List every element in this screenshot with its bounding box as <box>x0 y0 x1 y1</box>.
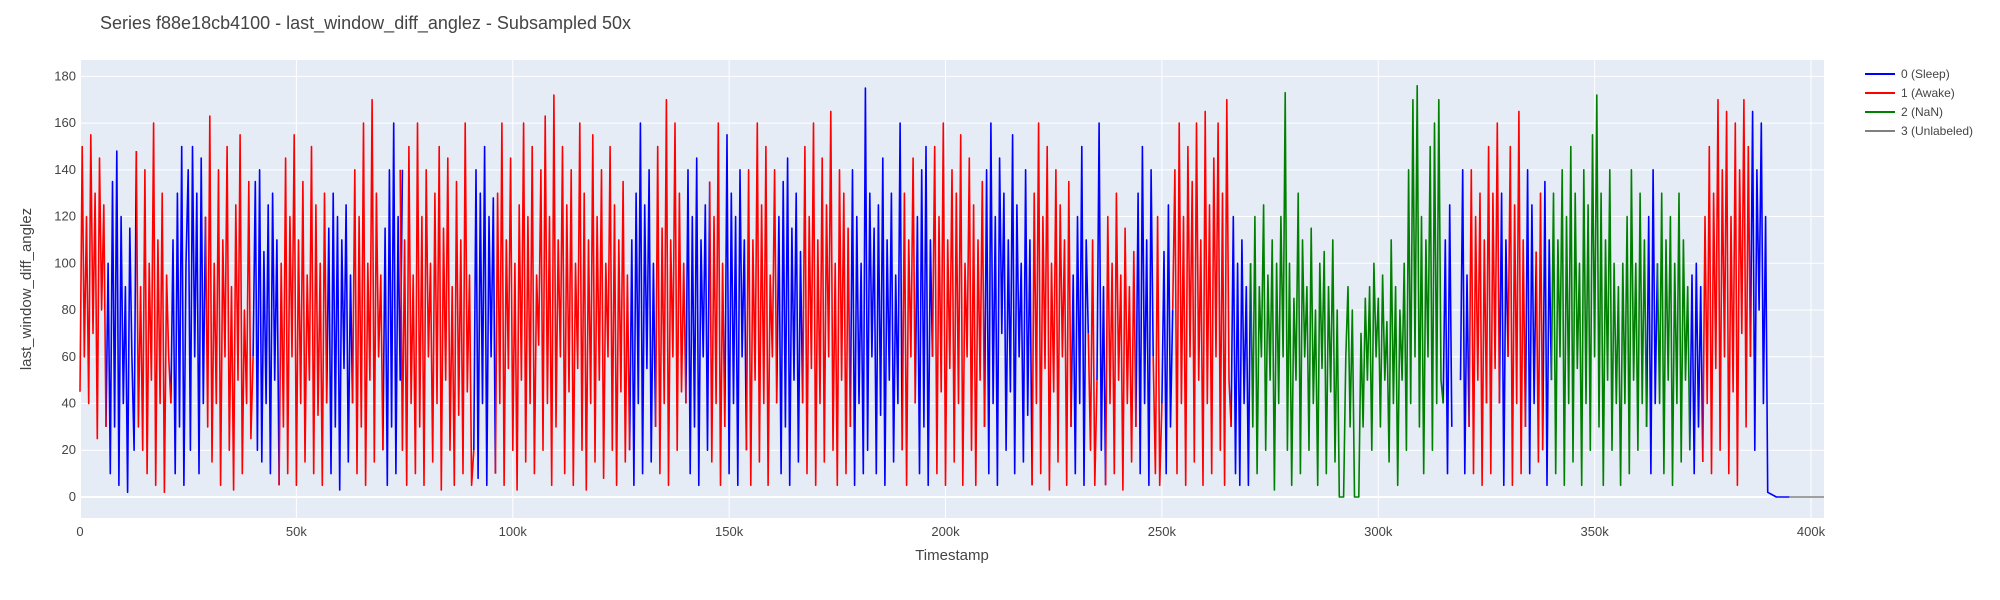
y-tick-label: 100 <box>54 255 76 270</box>
series-line-segment <box>1498 192 1509 487</box>
series-line-segment <box>79 134 107 440</box>
y-tick-label: 160 <box>54 115 76 130</box>
series-line-segment <box>1656 192 1691 487</box>
series-line-segment <box>1689 262 1704 475</box>
series-line-segment <box>1442 204 1453 475</box>
series-line-segment <box>901 157 916 487</box>
series-line-segment <box>382 122 404 487</box>
series-line-segment <box>685 157 711 487</box>
x-tick-label: 100k <box>499 524 528 539</box>
series-0 <box>105 87 1790 498</box>
series-line-segment <box>1459 169 1470 475</box>
series-line-segment <box>1135 145 1154 487</box>
series-line-segment <box>135 122 172 494</box>
legend-item[interactable]: 0 (Sleep) <box>1865 67 1950 81</box>
y-tick-label: 80 <box>62 302 76 317</box>
y-tick-label: 0 <box>69 489 76 504</box>
x-tick-label: 250k <box>1148 524 1177 539</box>
series-line-segment <box>325 192 354 491</box>
x-axis-title: Timestamp <box>915 547 989 564</box>
series-line-segment <box>724 134 748 487</box>
series-line-segment <box>1230 215 1252 487</box>
series-line-segment <box>1152 215 1163 487</box>
x-tick-label: 200k <box>931 524 960 539</box>
series-line-segment <box>473 145 497 487</box>
x-tick-label: 350k <box>1581 524 1610 539</box>
series-line-segment <box>351 98 384 487</box>
series-line-segment <box>914 145 934 487</box>
legend-label: 1 (Awake) <box>1901 86 1955 100</box>
legend-label: 0 (Sleep) <box>1901 67 1950 81</box>
series-line-segment <box>1468 169 1488 487</box>
legend-label: 3 (Unlabeled) <box>1901 124 1973 138</box>
y-tick-label: 60 <box>62 349 76 364</box>
series-line-segment <box>252 169 280 486</box>
series-line-segment <box>1550 94 1648 487</box>
series-line-segment <box>1507 110 1527 487</box>
legend-label: 2 (NaN) <box>1901 105 1943 119</box>
x-tick-label: 50k <box>286 524 307 539</box>
chart-title: Series f88e18cb4100 - last_window_diff_a… <box>100 13 631 34</box>
series-line-segment <box>494 94 631 491</box>
series-line-segment <box>1161 204 1174 475</box>
y-tick-label: 120 <box>54 209 76 224</box>
series-line-segment <box>654 98 687 487</box>
y-tick-label: 20 <box>62 442 76 457</box>
series-line-segment <box>170 145 207 487</box>
series-line-segment <box>849 87 903 487</box>
series-line-segment <box>775 157 804 487</box>
series-line-segment <box>1104 192 1137 491</box>
y-axis-title: last_window_diff_anglez <box>18 208 35 370</box>
series-line-segment <box>1485 122 1501 475</box>
series-line-segment <box>1749 110 1790 498</box>
y-tick-label: 40 <box>62 396 76 411</box>
series-2 <box>1249 84 1691 498</box>
series-line-segment <box>399 122 475 491</box>
series-line-segment <box>931 122 986 487</box>
series-line-segment <box>1171 98 1232 487</box>
series-line-segment <box>1535 192 1544 463</box>
series-line-segment <box>1524 169 1537 475</box>
series-line-segment <box>1702 98 1752 487</box>
series-line-segment <box>278 134 328 487</box>
x-axis-ticks: 0 50k 100k 150k 200k 250k 300k 350k 400k <box>76 524 1825 539</box>
series-line-segment <box>204 115 254 491</box>
series-line-segment <box>983 122 1033 487</box>
series-1 <box>79 94 1752 494</box>
gridlines <box>79 60 1824 518</box>
x-tick-label: 300k <box>1364 524 1393 539</box>
series-line-segment <box>628 122 657 487</box>
series-line-segment <box>1070 145 1090 487</box>
series-line-segment <box>1087 239 1098 487</box>
x-tick-label: 400k <box>1797 524 1826 539</box>
series-line-segment <box>1096 122 1107 486</box>
series-lines <box>79 84 1824 498</box>
legend-item[interactable]: 2 (NaN) <box>1865 105 1943 119</box>
y-tick-label: 180 <box>54 68 76 83</box>
series-line-segment <box>745 122 778 487</box>
series-line-segment <box>1031 122 1072 491</box>
series-line-segment <box>105 150 138 494</box>
y-tick-label: 140 <box>54 162 76 177</box>
series-line-segment <box>801 110 852 487</box>
x-tick-label: 150k <box>715 524 744 539</box>
legend: 0 (Sleep) 1 (Awake) 2 (NaN) 3 (Unlabeled) <box>1865 67 1973 138</box>
series-line-segment <box>1249 84 1444 498</box>
series-line-segment <box>708 122 726 487</box>
series-line-segment <box>1645 169 1659 475</box>
legend-item[interactable]: 3 (Unlabeled) <box>1865 124 1973 138</box>
legend-item[interactable]: 1 (Awake) <box>1865 86 1955 100</box>
y-axis-ticks: 0 20 40 60 80 100 120 140 160 180 <box>54 68 76 504</box>
x-tick-label: 0 <box>76 524 83 539</box>
series-line-segment <box>1541 180 1553 487</box>
